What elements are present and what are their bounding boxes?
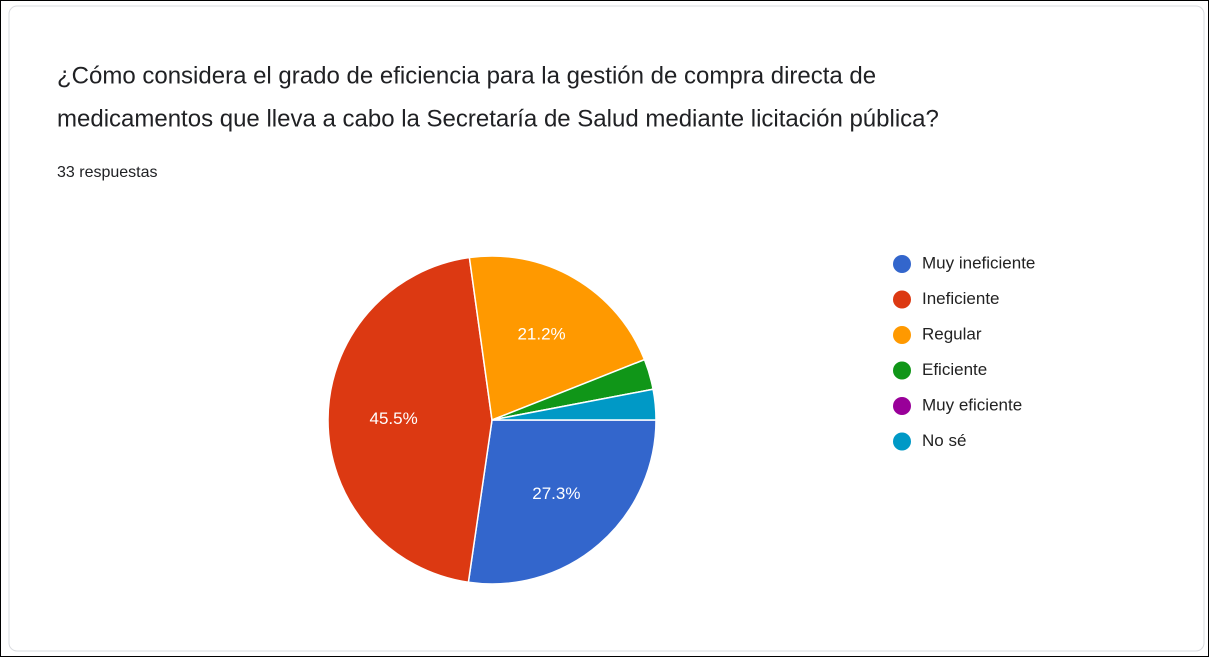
pie-slice: [491, 388, 657, 421]
legend-label: No sé: [922, 431, 966, 450]
data-label: 45.5%: [369, 409, 417, 428]
chart-title: ¿Cómo considera el grado de eficiencia p…: [57, 62, 876, 89]
legend-swatch: [893, 361, 911, 380]
pie-slice: [468, 255, 646, 422]
legend-label: Eficiente: [922, 360, 987, 379]
legend-label: Muy ineficiente: [922, 253, 1035, 272]
legend-swatch: [893, 432, 911, 451]
legend-label: Muy eficiente: [922, 395, 1022, 414]
legend-swatch: [893, 397, 911, 415]
data-label: 27.3%: [532, 484, 580, 503]
legend-label: Ineficiente: [922, 289, 1000, 308]
chart-subtitle: 33 respuestas: [57, 164, 158, 181]
pie-slice: [467, 419, 657, 585]
chart-title: medicamentos que lleva a cabo la Secreta…: [57, 105, 939, 132]
legend-label: Regular: [922, 324, 982, 343]
data-label: 21.2%: [517, 324, 565, 343]
legend-swatch: [893, 290, 911, 309]
legend-swatch: [893, 255, 911, 273]
legend-swatch: [893, 326, 911, 344]
pie-slice: [327, 256, 493, 584]
